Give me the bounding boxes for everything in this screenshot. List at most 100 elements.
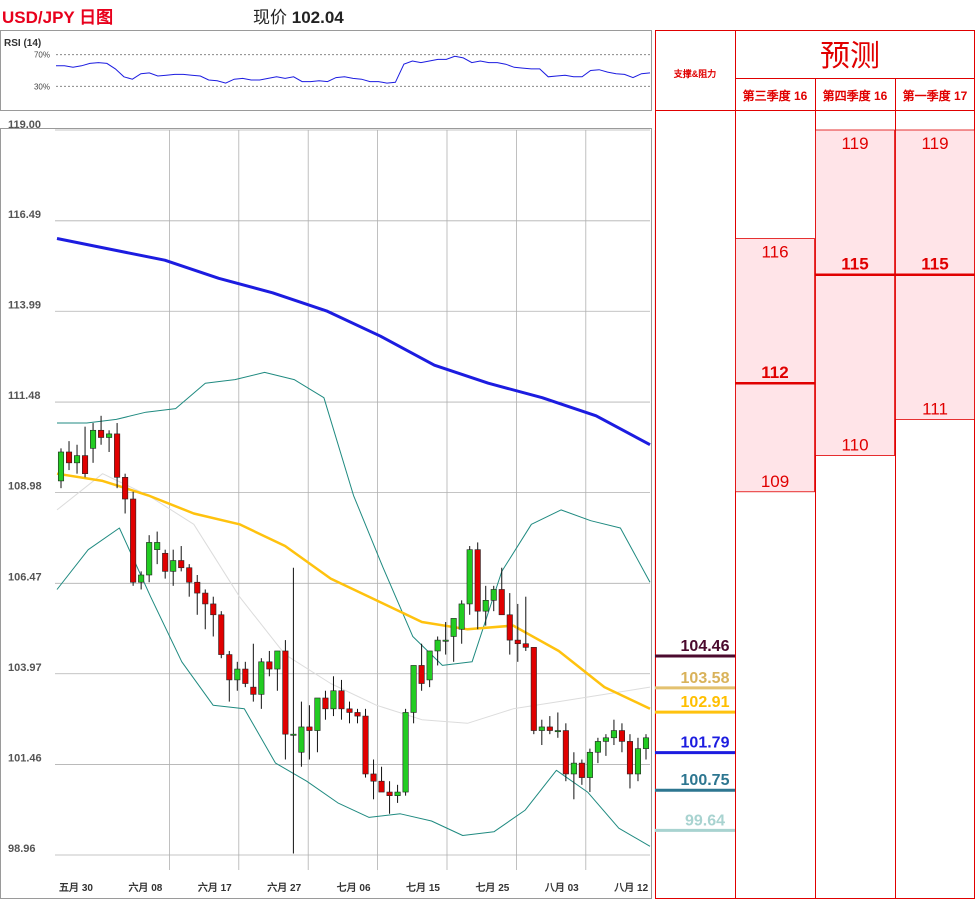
- price-tick-label: 113.99: [8, 299, 41, 311]
- forecast-col-header: 第一季度 17: [903, 88, 968, 103]
- candle-down: [322, 697, 329, 710]
- candle-up: [170, 560, 177, 572]
- forecast-title: 预测: [820, 39, 880, 74]
- candle-up: [74, 455, 81, 464]
- candle-down: [546, 726, 553, 731]
- candle-up: [290, 733, 297, 736]
- ma-short-line: [56, 472, 651, 710]
- candle-up: [90, 429, 97, 449]
- candle-up: [570, 762, 577, 775]
- bollinger-lower-line: [56, 527, 651, 847]
- price-tick-label: 106.47: [8, 571, 42, 583]
- level-value: 101.79: [681, 735, 730, 752]
- candle-down: [162, 552, 169, 572]
- candle-down: [474, 549, 481, 612]
- candle-up: [394, 791, 401, 796]
- candle-down: [250, 686, 257, 695]
- forecast-low-value: 109: [761, 472, 789, 491]
- candle-down: [618, 730, 625, 742]
- level-value: 99.64: [685, 812, 725, 829]
- price-tick-label: 103.97: [8, 662, 42, 674]
- candle-up: [586, 751, 593, 778]
- price-tick-label: 116.49: [8, 209, 41, 221]
- candle-up: [490, 589, 497, 601]
- rsi-series-line: [56, 55, 651, 84]
- date-tick-label: 七月 15: [406, 881, 440, 894]
- date-tick-label: 七月 06: [337, 881, 371, 894]
- price-tick-label: 108.98: [8, 481, 42, 493]
- candle-down: [562, 730, 569, 775]
- forecast-high-value: 119: [841, 134, 868, 153]
- forecast-low-value: 110: [841, 436, 868, 455]
- candle-down: [354, 712, 361, 717]
- candle-up: [138, 574, 145, 583]
- candle-up: [458, 603, 465, 630]
- candle-up: [442, 639, 449, 642]
- rsi-tick-label: 70%: [34, 51, 50, 60]
- candle-up: [154, 542, 161, 550]
- candle-down: [65, 451, 73, 464]
- forecast-mid-value: 112: [761, 363, 788, 382]
- candle-down: [114, 433, 121, 478]
- candle-down: [506, 614, 513, 641]
- level-value: 104.46: [681, 638, 730, 655]
- candle-up: [594, 741, 601, 753]
- ma-long-line: [56, 237, 651, 447]
- candle-up: [466, 549, 473, 605]
- candle-down: [82, 455, 89, 474]
- rsi-frame: [0, 30, 652, 111]
- candle-up: [57, 451, 65, 482]
- date-tick-label: 六月 17: [198, 881, 232, 894]
- forecast-mid-value: 115: [921, 255, 948, 274]
- candle-down: [498, 589, 505, 616]
- candle-up: [602, 737, 609, 742]
- candle-down: [346, 708, 353, 713]
- price-label: 现价: [253, 8, 287, 27]
- candle-up: [234, 668, 241, 681]
- candle-up: [482, 600, 489, 612]
- candle-up: [410, 665, 417, 713]
- candle-down: [362, 715, 369, 775]
- candle-up: [258, 661, 265, 695]
- candle-down: [98, 429, 105, 438]
- candle-up: [554, 730, 561, 733]
- candle-up: [146, 542, 153, 576]
- forecast-zone: [815, 129, 895, 456]
- candle-down: [178, 560, 185, 569]
- date-tick-label: 五月 30: [59, 882, 93, 894]
- candle-down: [194, 581, 201, 594]
- candle-up: [314, 697, 321, 731]
- candle-down: [306, 726, 313, 731]
- bollinger-upper-line: [57, 371, 651, 666]
- forecast-col-header: 第三季度 16: [743, 88, 808, 103]
- level-value: 102.91: [681, 694, 730, 711]
- rsi-title: RSI (14): [4, 38, 41, 49]
- candle-down: [210, 603, 217, 616]
- rsi-tick-label: 30%: [34, 82, 50, 91]
- candle-down: [522, 643, 529, 648]
- candle-up: [330, 690, 337, 710]
- candle-up: [450, 618, 457, 637]
- candle-down: [226, 654, 233, 681]
- forecast-low-value: 111: [922, 399, 948, 418]
- date-tick-label: 六月 27: [267, 881, 301, 894]
- date-tick-label: 七月 25: [475, 881, 509, 894]
- candle-down: [338, 690, 345, 710]
- candle-up: [426, 650, 433, 681]
- candle-down: [418, 665, 425, 684]
- candle-down: [578, 762, 585, 778]
- level-value: 100.75: [681, 772, 730, 789]
- candle-up: [538, 726, 545, 731]
- forecast-col-header: 第四季度 16: [823, 88, 888, 103]
- candle-down: [186, 567, 193, 583]
- candle-down: [378, 780, 385, 793]
- candle-up: [642, 737, 650, 749]
- ma-light-line: [56, 473, 651, 724]
- forecast-high-value: 119: [921, 134, 948, 153]
- sr-header-label: 支撑&阻力: [673, 68, 717, 79]
- level-value: 103.58: [681, 670, 730, 687]
- date-tick-label: 八月 12: [613, 882, 648, 894]
- candle-down: [370, 773, 377, 782]
- candle-down: [282, 650, 289, 735]
- candle-down: [202, 592, 209, 605]
